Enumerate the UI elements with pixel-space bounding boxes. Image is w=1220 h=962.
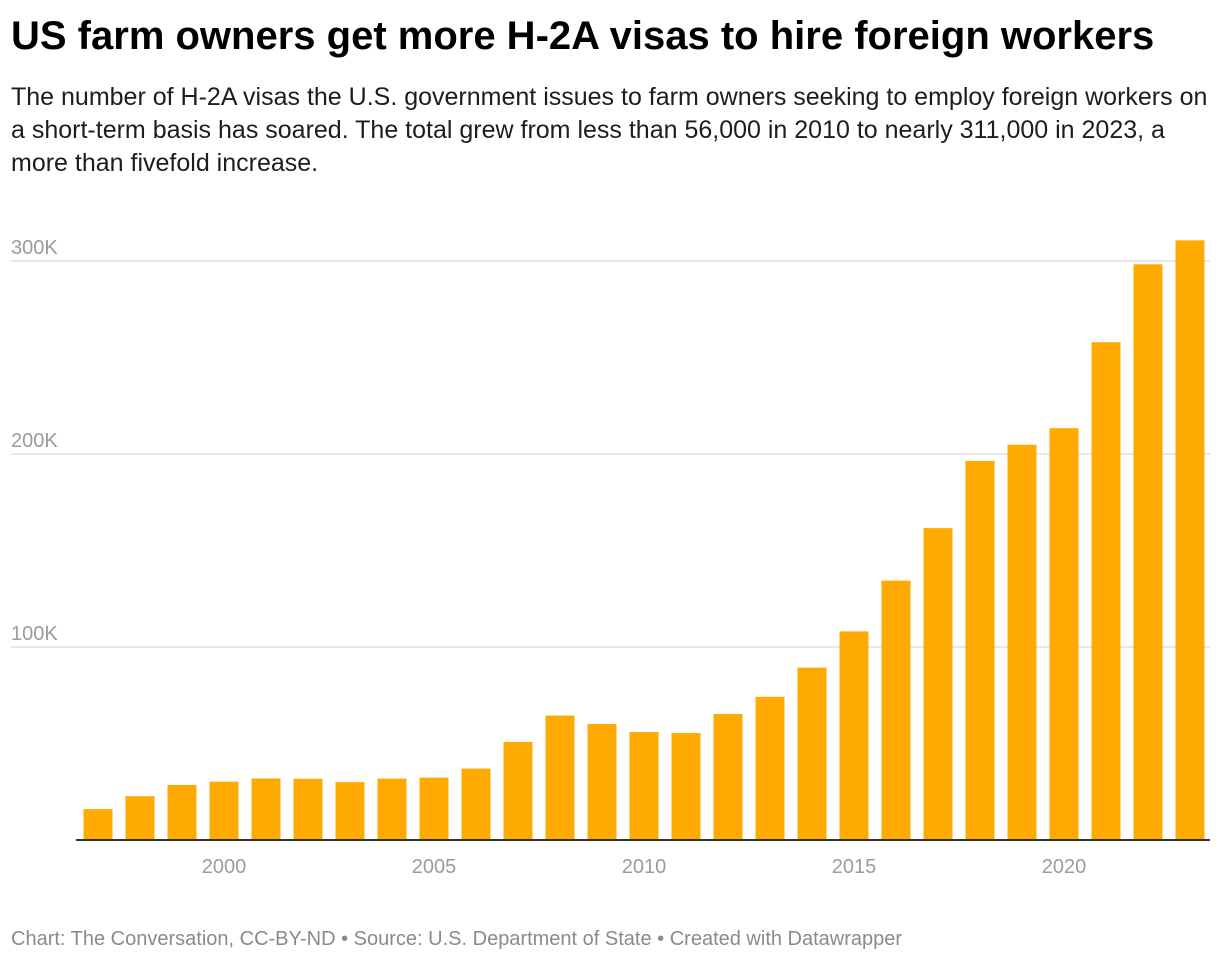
bar-2021 xyxy=(1091,342,1121,840)
x-tick-label-2005: 2005 xyxy=(412,856,457,878)
chart-title: US farm owners get more H-2A visas to hi… xyxy=(11,14,1155,58)
bar-chart: 100K 200K 300K 2000 2005 2010 2015 2020 xyxy=(11,237,1210,878)
bar-2005 xyxy=(419,777,449,840)
bar-2013 xyxy=(755,696,785,840)
y-tick-label-300K: 300K xyxy=(11,237,58,259)
x-tick-label-2000: 2000 xyxy=(202,856,247,878)
bar-2009 xyxy=(587,724,617,840)
y-tick-label-200K: 200K xyxy=(11,430,58,452)
bar-2020 xyxy=(1049,428,1079,840)
chart-subtitle: The number of H-2A visas the U.S. govern… xyxy=(11,83,1208,177)
bar-2017 xyxy=(923,528,953,840)
bar-2023 xyxy=(1175,240,1205,840)
bar-2016 xyxy=(881,580,911,840)
bar-2003 xyxy=(335,782,365,840)
bar-1997 xyxy=(83,809,113,840)
axes: 2000 2005 2010 2015 2020 xyxy=(76,839,1210,878)
bar-2015 xyxy=(839,631,869,840)
bar-2014 xyxy=(797,667,827,840)
x-tick-label-2015: 2015 xyxy=(832,856,877,878)
bar-1999 xyxy=(167,784,197,840)
bar-2008 xyxy=(545,715,575,840)
bar-2019 xyxy=(1007,444,1037,840)
bar-2006 xyxy=(461,768,491,840)
bar-2011 xyxy=(671,733,701,840)
bar-2002 xyxy=(293,778,323,840)
bar-2007 xyxy=(503,741,533,840)
bar-2000 xyxy=(209,781,239,840)
bar-2004 xyxy=(377,778,407,840)
bar-2018 xyxy=(965,460,995,840)
bar-2022 xyxy=(1133,264,1163,840)
bar-1998 xyxy=(125,796,155,840)
bar-2010 xyxy=(629,732,659,840)
bar-2001 xyxy=(251,778,281,840)
y-tick-label-100K: 100K xyxy=(11,623,58,645)
bar-2012 xyxy=(713,713,743,840)
chart-footer: Chart: The Conversation, CC-BY-ND • Sour… xyxy=(11,928,903,950)
x-tick-label-2020: 2020 xyxy=(1042,856,1087,878)
x-tick-label-2010: 2010 xyxy=(622,856,667,878)
bars xyxy=(83,240,1205,840)
